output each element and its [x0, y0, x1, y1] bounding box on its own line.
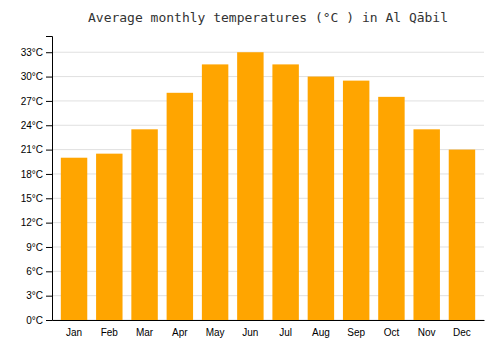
- y-tick: 30°C: [21, 71, 52, 82]
- bar: [96, 154, 122, 320]
- y-tick-mark: [46, 271, 52, 272]
- x-tick: Sep: [347, 327, 365, 338]
- x-tick-label: May: [206, 327, 225, 338]
- x-tick: Mar: [136, 327, 154, 338]
- y-tick-mark: [46, 320, 52, 321]
- y-axis: 0°C 3°C 6°C 9°C 12°C 15°C 18°C 21°C 24°C 27°C 30°C…: [21, 37, 53, 326]
- x-tick-label: Jan: [66, 327, 82, 338]
- y-tick-label: 3°C: [26, 290, 43, 301]
- x-tick: Jun: [242, 327, 258, 338]
- x-tick: Jul: [279, 327, 292, 338]
- bar: [308, 77, 334, 320]
- x-tick: Dec: [453, 327, 471, 338]
- bar: [449, 150, 475, 320]
- grid-line: [52, 125, 484, 126]
- y-tick-mark: [46, 198, 52, 199]
- bar: [131, 129, 157, 320]
- x-tick-label: Jun: [242, 327, 258, 338]
- x-axis: Jan Feb Mar Apr May Jun Jul Aug Sep Oct Nov Dec: [53, 321, 485, 339]
- x-tick-label: Dec: [453, 327, 471, 338]
- y-tick-label: 30°C: [21, 71, 43, 82]
- y-tick-mark: [46, 174, 52, 175]
- bar: [343, 81, 369, 320]
- y-tick-label: 9°C: [26, 242, 43, 253]
- title: Average monthly temperatures (°C ) in Al…: [88, 10, 448, 25]
- grid: [52, 52, 484, 320]
- y-tick: 18°C: [21, 169, 52, 180]
- x-tick-label: Oct: [384, 327, 400, 338]
- bars: [61, 52, 475, 320]
- y-tick-mark: [46, 101, 52, 102]
- x-tick: Apr: [172, 327, 188, 338]
- grid-line: [52, 76, 484, 77]
- bar: [167, 93, 193, 320]
- grid-line: [52, 52, 484, 53]
- y-tick: 21°C: [21, 144, 52, 155]
- x-tick: Aug: [312, 327, 330, 338]
- y-tick-label: 27°C: [21, 96, 43, 107]
- x-tick-label: Apr: [172, 327, 188, 338]
- bar: [61, 158, 87, 320]
- y-tick: 0°C: [26, 315, 52, 326]
- x-tick-label: Mar: [136, 327, 154, 338]
- y-tick-label: 18°C: [21, 169, 43, 180]
- x-tick: Oct: [384, 327, 400, 338]
- bar: [237, 52, 263, 320]
- y-tick-mark: [46, 223, 52, 224]
- x-tick: Nov: [418, 327, 436, 338]
- y-tick: 33°C: [21, 47, 52, 58]
- y-tick: 15°C: [21, 193, 52, 204]
- y-tick-label: 24°C: [21, 120, 43, 131]
- y-axis-line: [46, 37, 53, 321]
- bar: [202, 64, 228, 320]
- y-tick-mark: [46, 296, 52, 297]
- y-tick-label: 15°C: [21, 193, 43, 204]
- x-tick: Feb: [101, 327, 119, 338]
- y-tick-label: 6°C: [26, 266, 43, 277]
- y-tick-label: 21°C: [21, 144, 43, 155]
- y-tick-label: 0°C: [26, 315, 43, 326]
- y-tick: 9°C: [26, 242, 52, 253]
- grid-line: [52, 100, 484, 101]
- y-tick-mark: [46, 125, 52, 126]
- x-tick-label: Jul: [279, 327, 292, 338]
- chart: 0°C 3°C 6°C 9°C 12°C 15°C 18°C 21°C 24°C 27°C 30°C…: [0, 0, 500, 350]
- bar: [272, 64, 298, 320]
- bar: [413, 129, 439, 320]
- x-tick: May: [206, 327, 225, 338]
- x-tick-label: Feb: [101, 327, 119, 338]
- y-tick: 12°C: [21, 217, 52, 228]
- y-tick: 27°C: [21, 96, 52, 107]
- y-tick-mark: [46, 247, 52, 248]
- x-tick-label: Nov: [418, 327, 436, 338]
- y-tick-label: 12°C: [21, 217, 43, 228]
- y-tick: 24°C: [21, 120, 52, 131]
- y-tick-mark: [46, 52, 52, 53]
- y-tick-label: 33°C: [21, 47, 43, 58]
- x-tick-label: Sep: [347, 327, 365, 338]
- plot: 0°C 3°C 6°C 9°C 12°C 15°C 18°C 21°C 24°C 27°C 30°C…: [21, 37, 485, 339]
- x-tick-label: Aug: [312, 327, 330, 338]
- y-tick: 3°C: [26, 290, 52, 301]
- y-tick: 6°C: [26, 266, 52, 277]
- x-tick: Jan: [66, 327, 82, 338]
- y-tick-mark: [46, 150, 52, 151]
- y-tick-mark: [46, 77, 52, 78]
- x-axis-line: [53, 320, 485, 321]
- bar: [378, 97, 404, 320]
